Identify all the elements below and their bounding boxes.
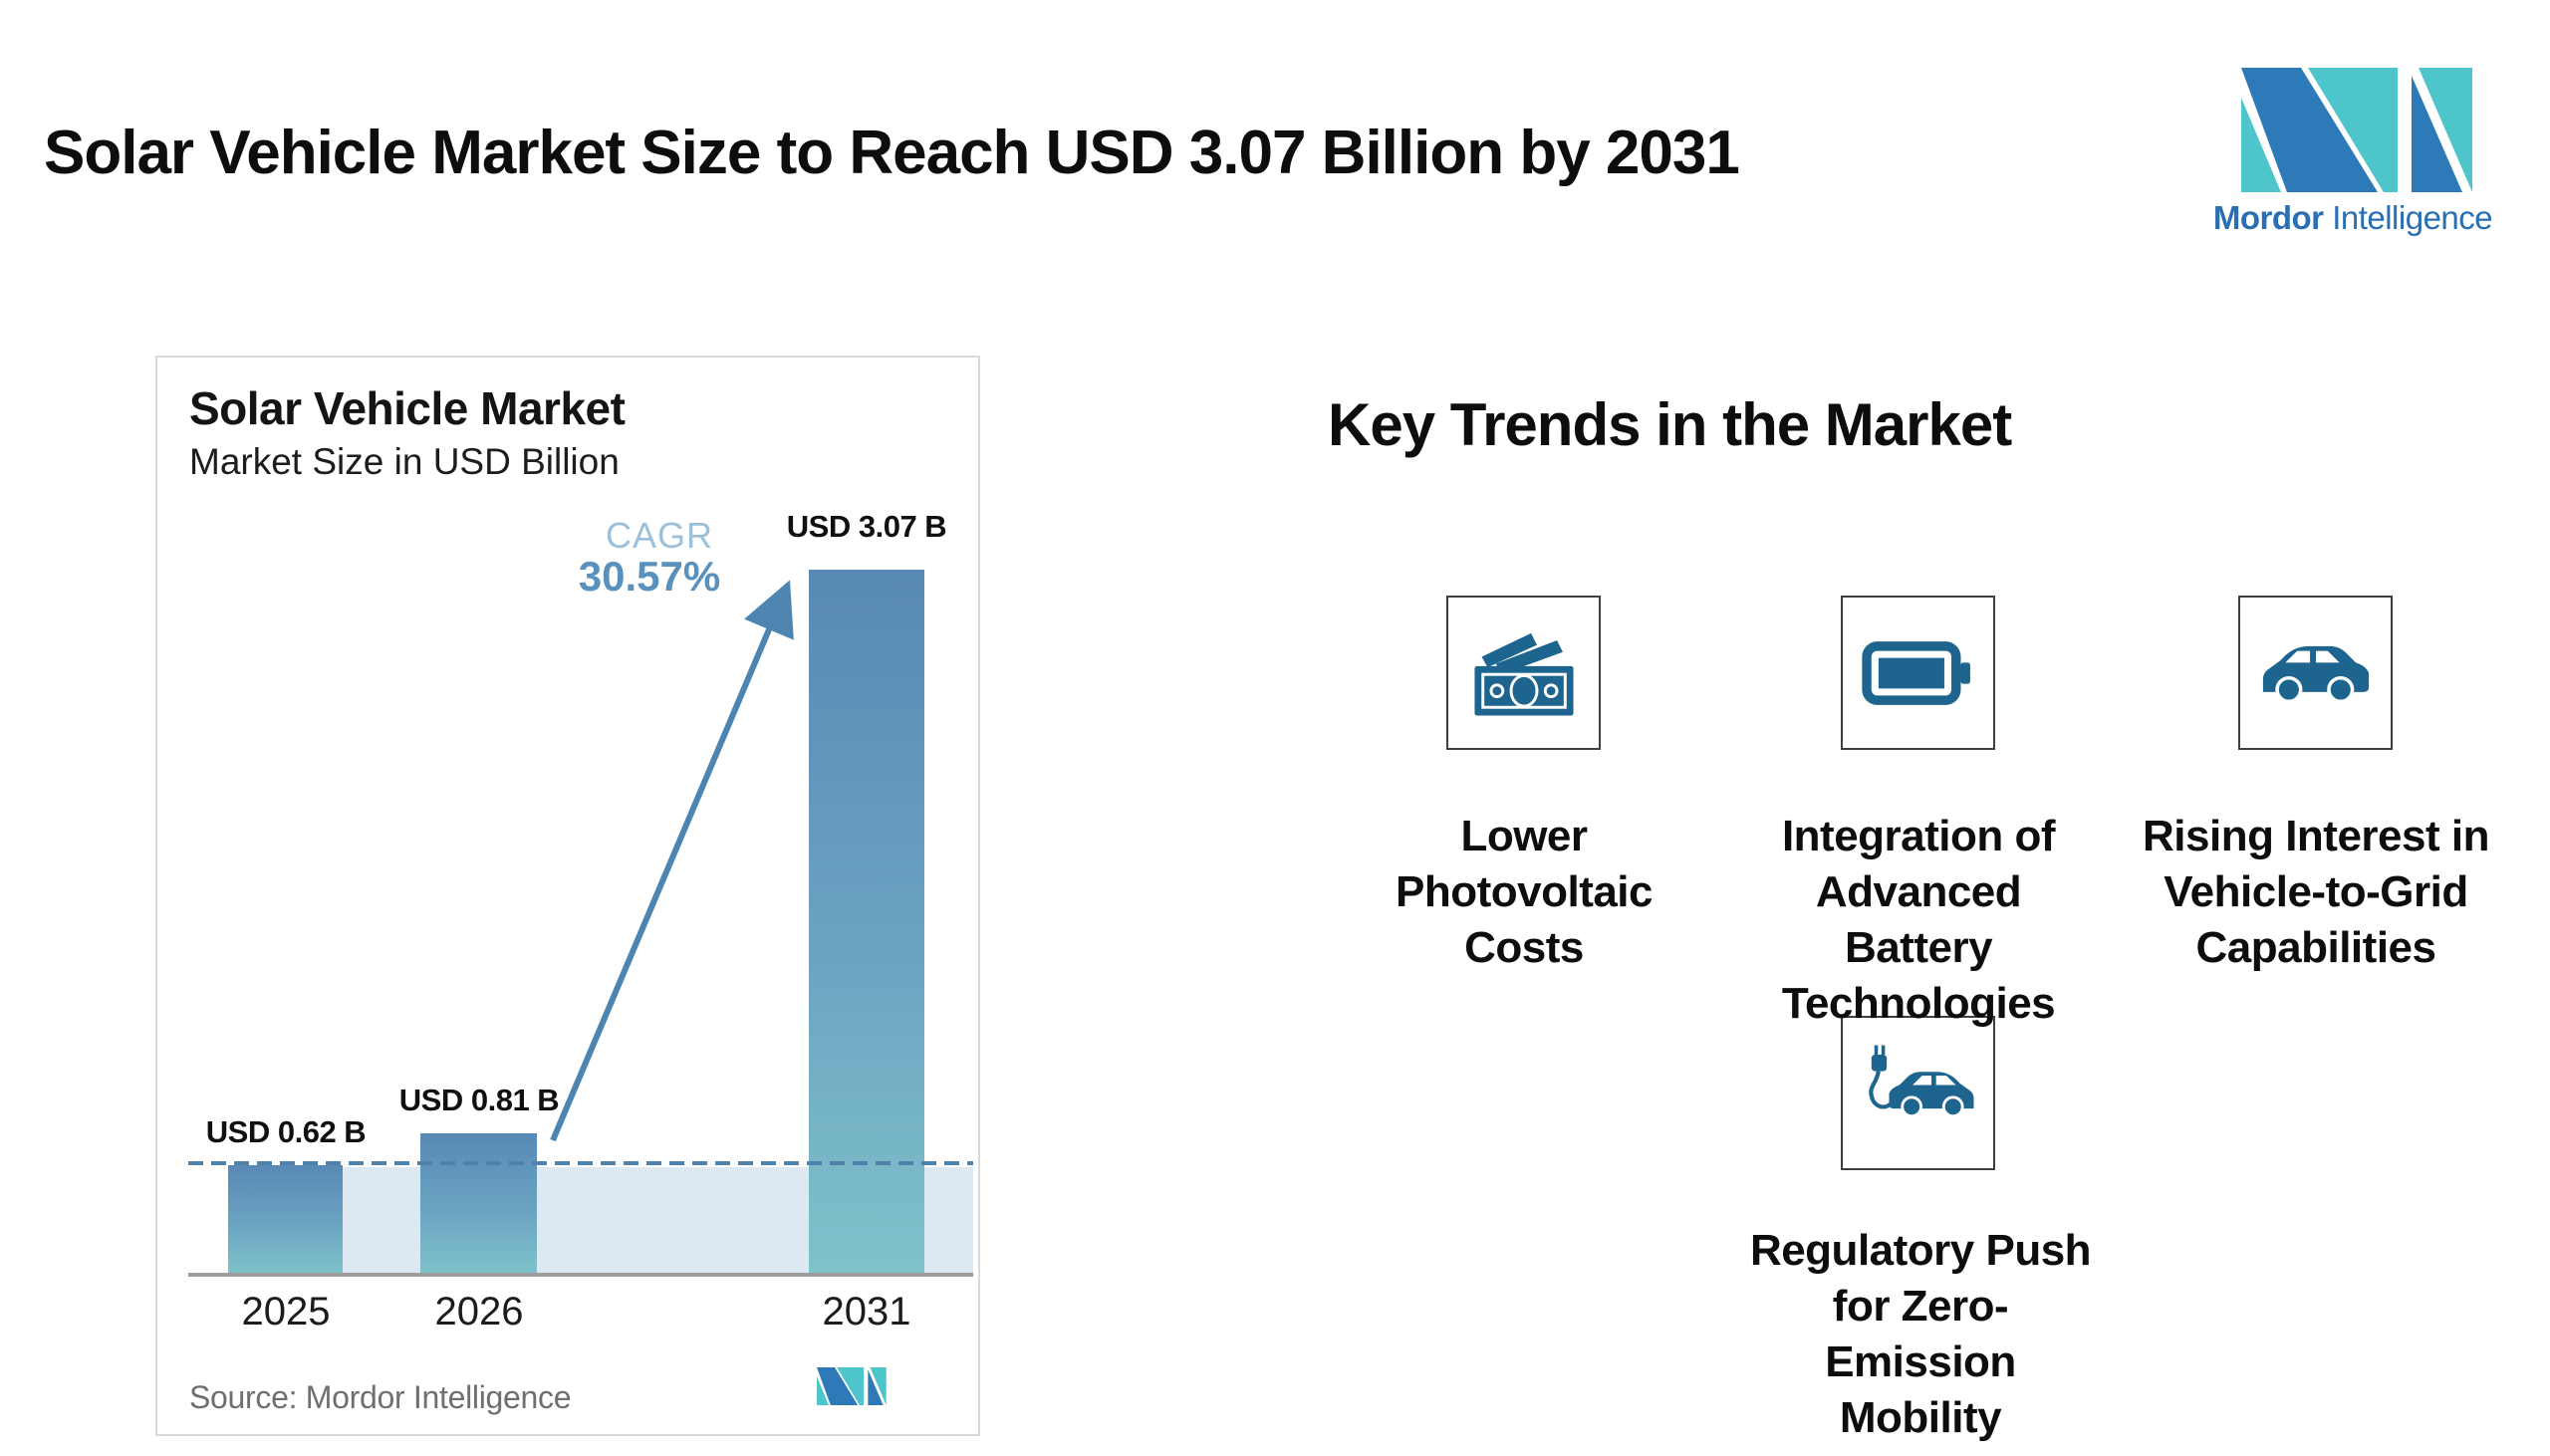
trend-label-battery-technologies: Integration of Advanced Battery Technolo… [1699,809,2138,1032]
bar-2026 [420,1133,537,1275]
trend-label-vehicle-to-grid: Rising Interest in Vehicle-to-Grid Capab… [2087,809,2545,976]
x-axis-line [188,1273,973,1277]
trends-heading: Key Trends in the Market [1328,391,2012,458]
mordor-intelligence-logo-icon [2241,68,2472,192]
x-tick-2025: 2025 [241,1290,331,1334]
trend-box-photovoltaic-costs [1446,596,1601,750]
trend-label-line: Integration of [1781,812,2056,860]
trend-label-line: Capabilities [2195,923,2436,972]
trend-label-line: Rising Interest in [2143,812,2489,860]
bar-2025 [228,1165,343,1275]
trend-label-zero-emission: Regulatory Push for Zero- Emission Mobil… [1691,1223,2150,1446]
trend-label-line: Emission [1825,1337,2016,1386]
source-value: Mordor Intelligence [305,1379,572,1415]
bar-2031 [809,570,924,1275]
cagr-value: 30.57% [578,553,721,600]
trend-label-line: Vehicle-to-Grid [2164,867,2468,916]
bar-value-label-2026: USD 0.81 B [398,1083,560,1117]
reference-dashed-line [188,1161,973,1165]
car-icon [2262,645,2369,703]
trend-label-photovoltaic-costs: Lower Photovoltaic Costs [1305,809,1743,976]
bar-value-label-2025: USD 0.62 B [205,1114,367,1149]
trend-label-line: Advanced [1815,867,2022,916]
banknotes-icon [1473,632,1574,715]
trend-label-line: Technologies [1781,979,2056,1028]
page-title: Solar Vehicle Market Size to Reach USD 3… [44,119,1740,187]
mordor-intelligence-mini-logo-icon [817,1367,887,1405]
trend-label-line: for Zero- [1832,1282,2009,1331]
trend-label-line: Lower [1460,812,1588,860]
trend-label-line: Photovoltaic [1395,867,1654,916]
source-attribution: Source: Mordor Intelligence [189,1379,572,1416]
trend-label-line: Mobility [1839,1393,2002,1442]
x-tick-2026: 2026 [434,1290,524,1334]
trend-box-battery-technologies [1841,596,1995,750]
trend-label-line: Costs [1464,923,1584,972]
trend-box-zero-emission [1841,1016,1995,1170]
chart-subtitle: Market Size in USD Billion [189,441,620,482]
brand-name-regular: Intelligence [2332,199,2493,236]
ev-charging-car-icon [1868,1045,1973,1117]
chart-card: Solar Vehicle Market Market Size in USD … [155,356,980,1436]
trend-label-line: Battery [1844,923,1993,972]
cagr-growth-arrow-icon [550,580,794,1142]
x-tick-2031: 2031 [822,1290,911,1334]
trend-label-line: Regulatory Push [1749,1226,2092,1275]
cagr-label: CAGR [605,515,713,556]
brand-logo-box: Mordor Intelligence [2195,0,2510,315]
source-label: Source: [189,1379,298,1415]
brand-name-bold: Mordor [2212,199,2324,236]
brand-wordmark: Mordor Intelligence [2195,199,2510,237]
trend-box-vehicle-to-grid [2238,596,2393,750]
battery-icon [1861,640,1970,705]
bar-value-label-2031: USD 3.07 B [786,509,947,544]
chart-title: Solar Vehicle Market [189,382,626,434]
